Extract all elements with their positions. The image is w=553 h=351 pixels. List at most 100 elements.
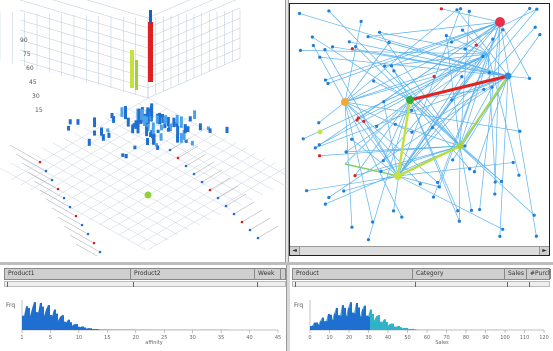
- histogram-bar: [366, 315, 368, 330]
- 3d-bar-view[interactable]: 90 75 60 45 30 15: [0, 0, 285, 256]
- x-tick-label: 20: [346, 335, 352, 341]
- bar: [225, 126, 229, 134]
- right-histogram-panel[interactable]: Frq 0 10 20 30 40 50 60 70 80 90 100 110 120 Sales: [292, 292, 550, 348]
- graph-node: [431, 195, 436, 199]
- range-marker[interactable]: [257, 282, 258, 287]
- graph-node: [468, 167, 472, 171]
- edge: [319, 145, 461, 157]
- x-tick-label: 50: [404, 335, 410, 341]
- graph-node: [467, 9, 471, 13]
- bar: [133, 145, 137, 150]
- x-tick-label: 30: [365, 335, 371, 341]
- edge-strong-red: [409, 74, 509, 102]
- histogram-bar: [394, 326, 396, 330]
- range-marker[interactable]: [295, 282, 296, 287]
- right-histogram[interactable]: 0 10 20 30 40 50 60 70 80 90 100 110 120: [292, 292, 550, 348]
- network-graph-view[interactable]: ◄ ►: [289, 3, 550, 256]
- 3d-bar-plot[interactable]: 90 75 60 45 30 15: [0, 0, 285, 256]
- histogram-bar: [64, 321, 66, 330]
- column-header-product[interactable]: Product: [293, 269, 413, 279]
- x-tick-label: 60: [424, 335, 430, 341]
- edge: [328, 10, 461, 147]
- edge: [409, 99, 460, 222]
- range-marker[interactable]: [7, 282, 8, 287]
- network-graph[interactable]: [290, 4, 549, 246]
- histogram-bar: [60, 316, 62, 330]
- bar-highlight-red: [148, 22, 153, 82]
- floor-marker: [168, 148, 172, 152]
- label-leader: [75, 243, 98, 256]
- floor-marker: [224, 204, 228, 208]
- graph-node: [318, 55, 322, 59]
- edge-strong-lime: [459, 75, 509, 147]
- graph-node: [362, 119, 366, 123]
- x-tick-label: 5: [49, 335, 52, 341]
- bar: [124, 106, 128, 120]
- z-tick-label: 30: [32, 93, 40, 100]
- bar: [146, 108, 150, 122]
- left-histogram-panel[interactable]: Frq 1 5 10 15 20 25 30 35 40 45 affinity: [4, 292, 284, 348]
- histogram-bar: [390, 323, 392, 330]
- bar: [68, 119, 72, 125]
- column-header-sales[interactable]: Sales: [505, 269, 527, 279]
- edge-layer: [299, 8, 541, 240]
- label-leader: [249, 217, 271, 231]
- x-tick-label: 1: [20, 335, 23, 341]
- histogram-bar: [410, 329, 412, 330]
- scroll-right-button[interactable]: ►: [539, 247, 549, 255]
- range-marker[interactable]: [415, 282, 416, 287]
- edge: [397, 175, 503, 230]
- graph-node: [350, 137, 354, 141]
- column-header-product2[interactable]: Product2: [131, 269, 255, 279]
- left-histogram[interactable]: 1 5 10 15 20 25 30 35 40 45: [4, 292, 284, 348]
- right-range-track[interactable]: [292, 281, 550, 287]
- column-header-purch[interactable]: #Purch: [527, 269, 551, 279]
- horizontal-divider[interactable]: [0, 262, 553, 265]
- graph-node: [501, 227, 505, 231]
- edge: [344, 163, 399, 177]
- histogram-bar: [92, 329, 94, 330]
- graph-node: [501, 28, 505, 32]
- hub-node: [495, 17, 505, 27]
- column-header-product1[interactable]: Product1: [5, 269, 131, 279]
- bar-series: [67, 103, 229, 159]
- label-leader: [39, 189, 69, 207]
- graph-node: [451, 158, 455, 162]
- vertical-splitter[interactable]: [285, 0, 289, 262]
- histogram-bar: [334, 313, 336, 330]
- graph-node: [330, 45, 335, 49]
- wall-grid: [0, 0, 241, 99]
- graph-node: [532, 213, 536, 217]
- scroll-left-button[interactable]: ◄: [290, 247, 300, 255]
- bar-highlight-top: [149, 10, 152, 24]
- histogram-bar: [414, 329, 416, 330]
- label-leader: [257, 225, 279, 239]
- bar: [151, 133, 155, 145]
- graph-node: [327, 9, 331, 13]
- left-range-track[interactable]: [4, 281, 286, 287]
- range-marker[interactable]: [133, 282, 134, 287]
- range-marker[interactable]: [529, 282, 530, 287]
- histogram-bar: [402, 328, 404, 330]
- column-header-category[interactable]: Category: [413, 269, 505, 279]
- bottom-splitter[interactable]: [286, 265, 290, 351]
- histogram-bar: [48, 305, 50, 330]
- label-leader: [193, 161, 215, 175]
- edge: [397, 38, 494, 177]
- x-tick-label: 70: [443, 335, 449, 341]
- graph-node: [310, 35, 314, 39]
- edge: [345, 53, 489, 153]
- column-header-week[interactable]: Week: [255, 269, 281, 279]
- graph-node: [392, 69, 396, 73]
- histogram-x-label: affinity: [145, 340, 163, 346]
- bar: [198, 123, 202, 131]
- horizontal-scrollbar[interactable]: ◄ ►: [290, 246, 549, 255]
- x-tick-label: 100: [500, 335, 510, 341]
- histogram-bar: [36, 312, 38, 330]
- range-marker[interactable]: [507, 282, 508, 287]
- bar: [166, 117, 170, 127]
- histogram-bar: [404, 327, 406, 330]
- bar: [100, 127, 104, 136]
- graph-node: [410, 130, 414, 134]
- bar: [87, 138, 91, 146]
